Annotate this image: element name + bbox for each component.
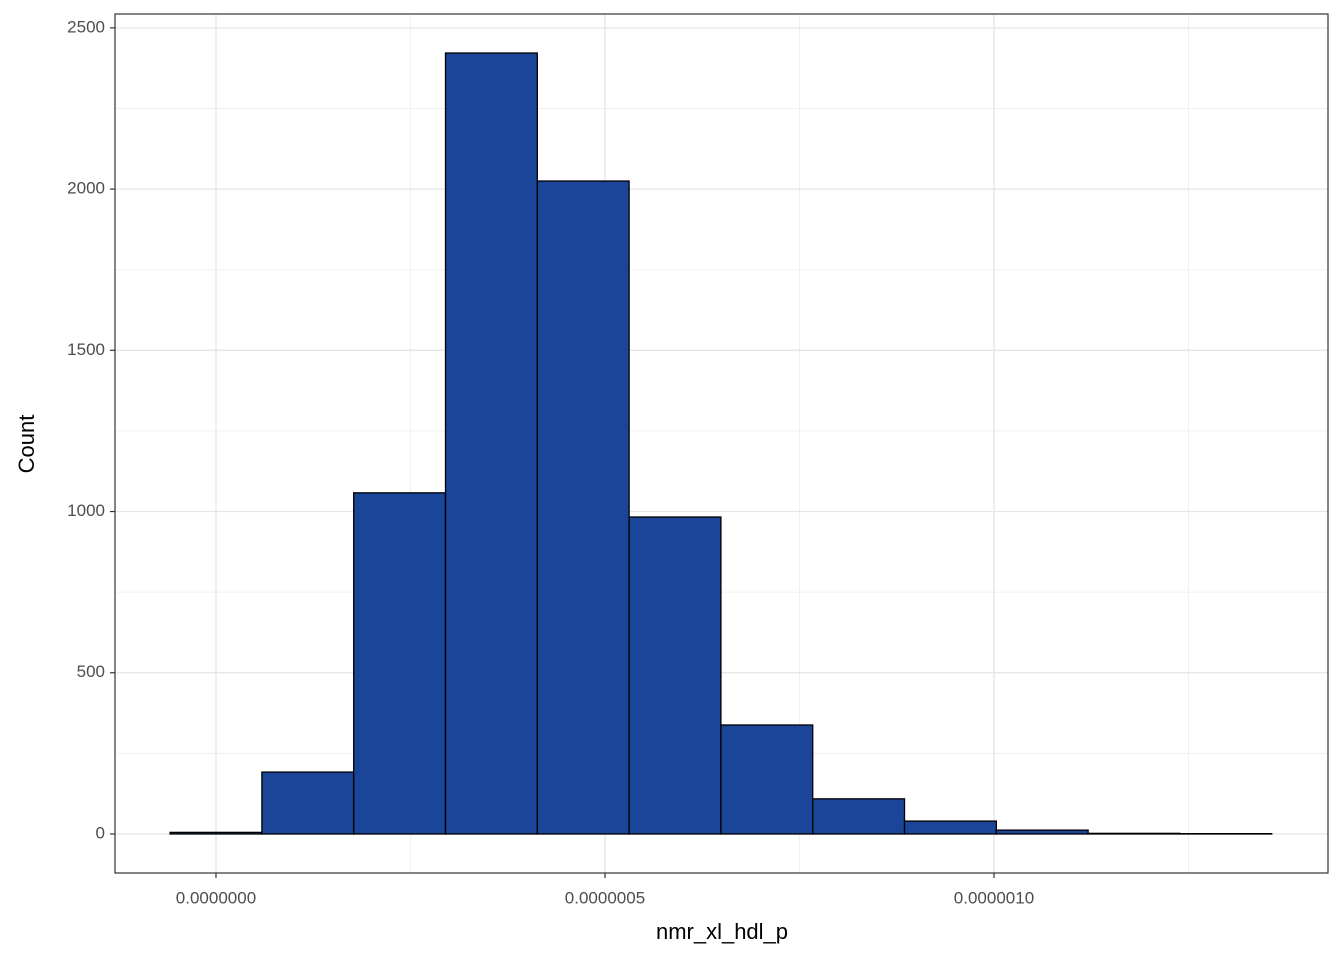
x-tick-label: 0.0000010 (954, 888, 1034, 907)
x-tick-label: 0.0000005 (565, 888, 645, 907)
bar (444, 52, 538, 835)
panel-border (114, 13, 1329, 874)
bars (169, 52, 1273, 835)
ticks: 0 500 1000 1500 2000 2500 0.0000000 0.0000005 0.… (67, 17, 1034, 907)
x-axis-title: nmr_xl_hdl_p (656, 919, 788, 944)
bar (812, 798, 906, 835)
y-tick-label: 1500 (67, 340, 105, 359)
y-tick-label: 2500 (67, 17, 105, 36)
bar (261, 771, 355, 835)
bar (995, 829, 1089, 835)
bar (169, 831, 263, 835)
y-tick-label: 1000 (67, 501, 105, 520)
y-tick-label: 500 (77, 662, 105, 681)
bar (628, 516, 722, 835)
y-tick-label: 2000 (67, 179, 105, 198)
bar (1087, 832, 1181, 835)
bar (720, 724, 814, 835)
bar (536, 180, 630, 835)
y-axis-title: Count (14, 415, 39, 474)
x-tick-label: 0.0000000 (176, 888, 256, 907)
bar (353, 492, 447, 835)
y-tick-label: 0 (96, 823, 105, 842)
bar (903, 820, 997, 835)
